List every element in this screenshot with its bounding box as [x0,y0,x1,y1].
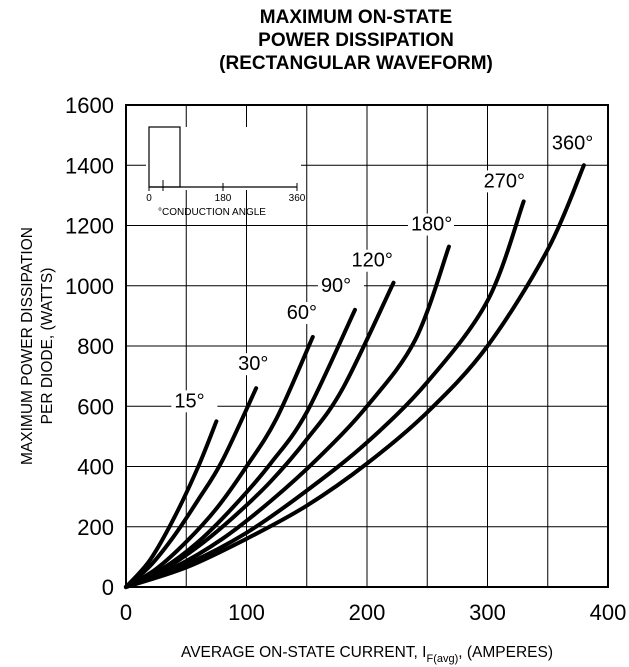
title-line-1: MAXIMUM ON-STATE [260,7,452,28]
curve-label: 90° [321,275,351,297]
x-tick-labels: 0 100 200 300 400 [120,600,626,625]
y-tick-label: 1200 [65,214,114,239]
curve-1 [124,386,259,589]
curve-label-bg [548,132,595,155]
title-line-3: (RECTANGULAR WAVEFORM) [219,53,493,74]
inset-tick-label-180: 180 [215,193,232,204]
curve-label-bg [407,213,454,236]
x-axis-label-subscript: F(avg) [426,653,458,665]
curve-label: 120° [352,250,393,272]
y-tick-label: 1000 [65,274,114,299]
y-tick-labels: 0 200 400 600 800 1000 1200 1400 1600 [65,93,114,600]
curve-label-bg [348,249,395,272]
y-tick-label: 200 [77,515,114,540]
y-tick-label: 600 [77,394,114,419]
curve-2 [124,334,315,589]
conduction-angle-inset: 0 180 360 °CONDUCTION ANGLE [146,126,306,218]
curve-5 [124,244,451,589]
y-axis-label-line-1: MAXIMUM POWER DISSIPATION [19,227,36,465]
x-axis-label-main: AVERAGE ON-STATE CURRENT, I [181,644,426,661]
inset-tick-label-360: 360 [289,193,306,204]
curve-label-bg [283,301,330,324]
inset-background [146,127,301,190]
curve-label-bg [235,353,282,376]
x-tick-label: 300 [469,600,506,625]
x-tick-label: 100 [228,600,265,625]
x-axis-label: AVERAGE ON-STATE CURRENT, IF(avg), (AMPE… [181,644,553,665]
y-axis-label-line-2: PER DIODE, (WATTS) [39,268,56,425]
curve-6 [124,199,526,589]
curve-label: 15° [174,390,204,412]
y-tick-label: 1600 [65,93,114,118]
x-tick-label: 0 [120,600,132,625]
plot-frame [125,104,609,588]
chart-title: MAXIMUM ON-STATE POWER DISSIPATION (RECT… [219,7,493,74]
y-axis-label: MAXIMUM POWER DISSIPATION PER DIODE, (WA… [19,227,56,465]
y-tick-label: 800 [77,334,114,359]
curve-label: 360° [552,132,593,154]
curve-label-bg [480,170,527,193]
curve-label: 180° [411,214,452,236]
x-axis-label-suffix: , (AMPERES) [458,644,553,661]
x-tick-label: 200 [349,600,386,625]
curves [124,163,586,589]
curve-0 [124,419,219,589]
curve-7 [124,163,586,589]
inset-tick-label-0: 0 [146,193,152,204]
curve-labels: 15° 30° 60°90°120° 180° 270° 360° [171,132,595,413]
title-line-2: POWER DISSIPATION [258,30,454,51]
curve-4 [124,280,396,589]
inset-pulse [148,126,181,188]
y-tick-label: 0 [102,575,114,600]
inset-caption: °CONDUCTION ANGLE [158,207,266,218]
y-tick-label: 400 [77,455,114,480]
curve-label: 270° [484,170,525,192]
curve-label-bg [317,274,364,297]
curve-label: 30° [238,353,268,375]
curve-label: 60° [287,302,317,324]
curve-label-bg [171,390,218,413]
x-tick-label: 400 [590,600,627,625]
y-tick-label: 1400 [65,153,114,178]
